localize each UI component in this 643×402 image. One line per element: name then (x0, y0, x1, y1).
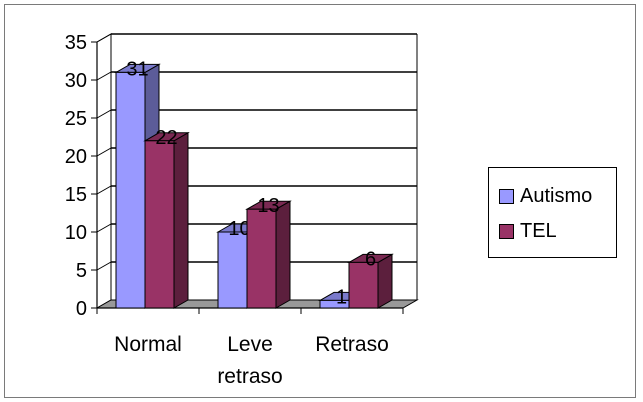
data-label: 10 (228, 218, 250, 240)
data-label: 13 (257, 195, 279, 217)
legend-label-autismo: Autismo (520, 184, 593, 207)
y-tick-label: 5 (76, 260, 87, 282)
gridline-side (96, 185, 112, 195)
bar (217, 231, 248, 309)
data-label: 1 (336, 286, 347, 308)
gridline-side (96, 33, 112, 43)
bar (246, 208, 277, 309)
x-category-label: Normal (114, 333, 182, 356)
gridline-side (96, 109, 112, 119)
data-label: 22 (155, 127, 177, 149)
bar (144, 140, 175, 309)
x-category-label: Leve (227, 333, 273, 356)
bar (348, 261, 379, 309)
gridline-side (96, 261, 112, 271)
legend-swatch-autismo (499, 188, 514, 204)
x-category-label: Retraso (315, 333, 389, 356)
data-label: 31 (126, 58, 148, 80)
plot-side-wall (96, 33, 112, 309)
data-label: 6 (365, 248, 376, 270)
y-tick-label: 20 (65, 146, 87, 168)
bar (115, 71, 146, 309)
legend-swatch-tel (499, 223, 514, 239)
bar-side (275, 200, 291, 309)
y-tick-label: 10 (65, 222, 87, 244)
legend: Autismo TEL (488, 167, 617, 258)
y-tick-label: 15 (65, 184, 87, 206)
bar-side (377, 253, 393, 309)
y-tick-label: 30 (65, 70, 87, 92)
gridline-side (96, 223, 112, 233)
legend-item-tel: TEL (499, 218, 557, 244)
y-tick-label: 35 (65, 32, 87, 54)
y-tick-label: 25 (65, 108, 87, 130)
legend-item-autismo: Autismo (499, 183, 592, 209)
x-category-label: retraso (217, 365, 282, 388)
legend-label-tel: TEL (520, 219, 557, 242)
gridline-side (96, 147, 112, 157)
bar-side (173, 131, 189, 309)
y-tick-label: 0 (76, 298, 87, 320)
gridline-side (96, 71, 112, 81)
